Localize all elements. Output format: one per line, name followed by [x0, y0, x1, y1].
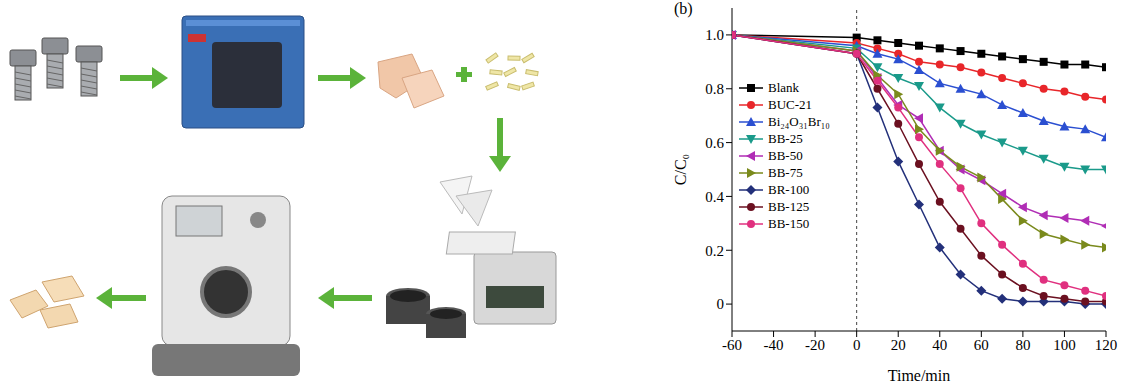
svg-text:100: 100 — [1053, 337, 1076, 353]
svg-text:Time/min: Time/min — [888, 367, 951, 384]
svg-text:0.2: 0.2 — [705, 243, 724, 259]
svg-text:80: 80 — [1015, 337, 1030, 353]
html-text:BB-150: BB-150 — [768, 215, 810, 231]
svg-text:1.0: 1.0 — [705, 27, 724, 43]
svg-text:60: 60 — [974, 337, 989, 353]
svg-text:0: 0 — [853, 337, 861, 353]
svg-text:120: 120 — [1095, 337, 1118, 353]
svg-text:0: 0 — [717, 296, 725, 312]
svg-text:-60: -60 — [722, 337, 742, 353]
html-text:BB-125: BB-125 — [768, 198, 810, 214]
svg-text:20: 20 — [891, 337, 906, 353]
svg-text:C/C₀: C/C₀ — [672, 154, 689, 185]
svg-text:0.8: 0.8 — [705, 81, 724, 97]
html-text:BB-75: BB-75 — [768, 164, 803, 180]
svg-text:-20: -20 — [805, 337, 825, 353]
svg-text:-40: -40 — [764, 337, 784, 353]
svg-text:0.6: 0.6 — [705, 135, 724, 151]
html-text:(b): (b) — [674, 0, 693, 17]
svg-text:0.4: 0.4 — [705, 189, 724, 205]
html-text:Blank: Blank — [768, 79, 800, 95]
html-text:BB-25: BB-25 — [768, 130, 803, 146]
html-text:BR-100: BR-100 — [768, 181, 810, 197]
svg-text:40: 40 — [932, 337, 947, 353]
html-text:BB-50: BB-50 — [768, 147, 803, 163]
html-text:BUC-21: BUC-21 — [768, 96, 813, 112]
html-text:Bi₂₄O₃₁Br₁₀: Bi₂₄O₃₁Br₁₀ — [768, 113, 830, 129]
